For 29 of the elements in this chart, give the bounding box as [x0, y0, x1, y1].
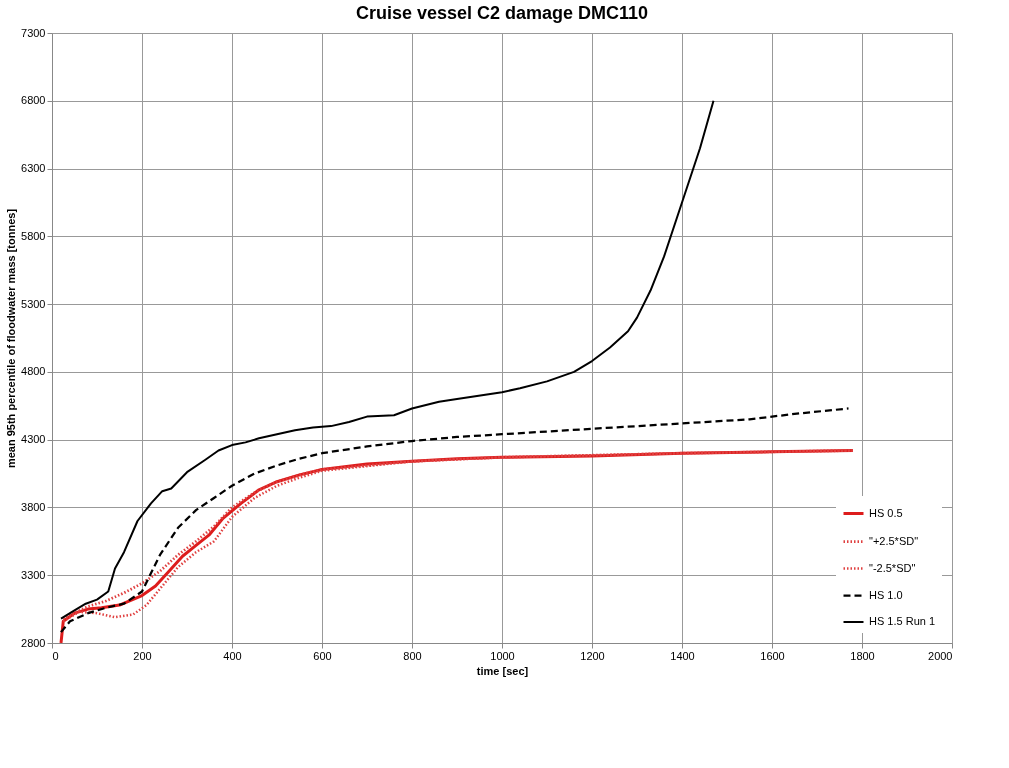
legend-label: HS 1.0 — [869, 588, 903, 601]
legend-label: "+2.5*SD" — [869, 534, 919, 547]
y-tick-label: 6800 — [21, 94, 46, 107]
y-tick-label: 2800 — [21, 636, 46, 649]
x-tick-label: 800 — [403, 649, 422, 662]
legend-label: HS 0.5 — [869, 506, 903, 519]
x-tick-label: 400 — [223, 649, 242, 662]
y-tick-label: 4300 — [21, 433, 46, 446]
y-tick-label: 6300 — [21, 162, 46, 175]
y-tick-label: 7300 — [21, 26, 46, 39]
y-tick-label: 3300 — [21, 568, 46, 581]
x-tick-label: 600 — [313, 649, 332, 662]
y-tick-label: 4800 — [21, 365, 46, 378]
y-axis-title: mean 95th percentile of floodwater mass [tonnes] — [5, 208, 18, 469]
x-tick-label: 2000 — [928, 649, 953, 662]
x-tick-label: 1400 — [670, 649, 695, 662]
x-tick-label: 0 — [52, 649, 59, 662]
y-tick-label: 5300 — [21, 297, 46, 310]
legend-label: "-2.5*SD" — [869, 561, 916, 574]
legend-label: HS 1.5 Run 1 — [869, 615, 936, 627]
x-tick-label: 200 — [133, 649, 152, 662]
chart-title: Cruise vessel C2 damage DMC110 — [355, 3, 649, 23]
y-tick-label: 3800 — [21, 500, 46, 513]
x-tick-label: 1800 — [850, 649, 875, 662]
x-axis-title: time [sec] — [476, 664, 529, 677]
y-tick-label: 5800 — [21, 229, 46, 242]
x-tick-label: 1000 — [490, 649, 515, 662]
x-tick-label: 1600 — [760, 649, 785, 662]
x-tick-label: 1200 — [580, 649, 605, 662]
